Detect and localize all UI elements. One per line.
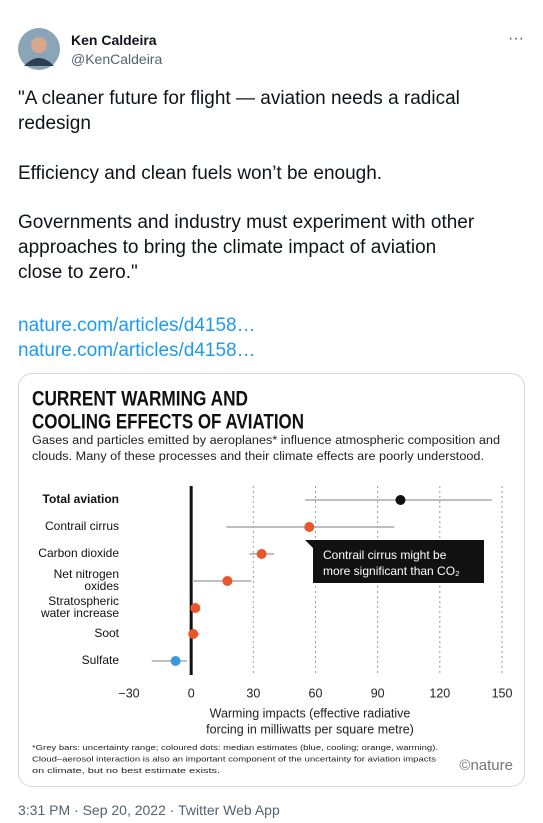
footnote: *Grey bars: uncertainty range; coloured … bbox=[32, 743, 438, 752]
annotation: more significant than CO₂ bbox=[323, 564, 460, 578]
dot bbox=[222, 576, 233, 586]
category-label: Stratospheric bbox=[48, 594, 119, 608]
footnote: on climate, but no best estimate exists. bbox=[32, 766, 220, 775]
chart-subtitle: clouds. Many of these processes and thei… bbox=[32, 451, 484, 463]
dot bbox=[304, 522, 315, 532]
link[interactable]: nature.com/articles/d4158… bbox=[18, 315, 256, 336]
annotation-box bbox=[305, 540, 484, 583]
category-label: Total aviation bbox=[43, 492, 119, 506]
category-label: Net nitrogen bbox=[54, 567, 119, 581]
tweet-line: Governments and industry must experiment… bbox=[18, 212, 475, 233]
x-tick-label: 0 bbox=[188, 686, 195, 700]
dot bbox=[170, 656, 181, 666]
dot bbox=[188, 629, 199, 639]
footnote: Cloud–aerosol interaction is also an imp… bbox=[32, 754, 436, 763]
tweet-line: close to zero." bbox=[18, 262, 138, 283]
x-tick-label: 90 bbox=[371, 686, 385, 700]
tweet-line: redesign bbox=[18, 113, 91, 134]
x-tick-label: 60 bbox=[309, 686, 323, 700]
category-label: water increase bbox=[40, 606, 119, 620]
avatar[interactable] bbox=[18, 28, 60, 70]
dot bbox=[190, 603, 201, 613]
x-tick-label: 150 bbox=[492, 686, 513, 700]
annotation: Contrail cirrus might be bbox=[323, 548, 447, 562]
category-label: Soot bbox=[94, 626, 119, 640]
tweet-line: "A cleaner future for flight — aviation … bbox=[18, 88, 460, 109]
dot bbox=[256, 549, 267, 559]
user-name[interactable]: Ken Caldeira bbox=[71, 32, 157, 48]
tweet-line: approaches to bring the climate impact o… bbox=[18, 237, 437, 258]
x-tick-label: −30 bbox=[118, 686, 139, 700]
tweet-line: Efficiency and clean fuels won’t be enou… bbox=[18, 163, 383, 184]
x-axis-label: forcing in milliwatts per square metre) bbox=[206, 722, 414, 736]
category-label: oxides bbox=[84, 579, 119, 593]
x-axis-label: Warming impacts (effective radiative bbox=[210, 706, 411, 720]
chart-title: CURRENT WARMING AND bbox=[32, 388, 248, 411]
link[interactable]: nature.com/articles/d4158… bbox=[18, 340, 256, 361]
x-tick-label: 30 bbox=[246, 686, 260, 700]
more-menu[interactable]: ··· bbox=[508, 30, 524, 47]
user-handle[interactable]: @KenCaldeira bbox=[71, 51, 163, 67]
source-logo: ©nature bbox=[459, 757, 513, 774]
chart-subtitle: Gases and particles emitted by aeroplane… bbox=[32, 435, 500, 447]
chart-title: COOLING EFFECTS OF AVIATION bbox=[32, 411, 304, 434]
tweet-footer: 3:31 PM · Sep 20, 2022 · Twitter Web App bbox=[18, 802, 280, 818]
category-label: Sulfate bbox=[82, 653, 120, 667]
category-label: Carbon dioxide bbox=[38, 546, 119, 560]
x-tick-label: 120 bbox=[429, 686, 450, 700]
media-card[interactable] bbox=[18, 373, 525, 787]
dot bbox=[395, 495, 406, 505]
category-label: Contrail cirrus bbox=[45, 519, 119, 533]
